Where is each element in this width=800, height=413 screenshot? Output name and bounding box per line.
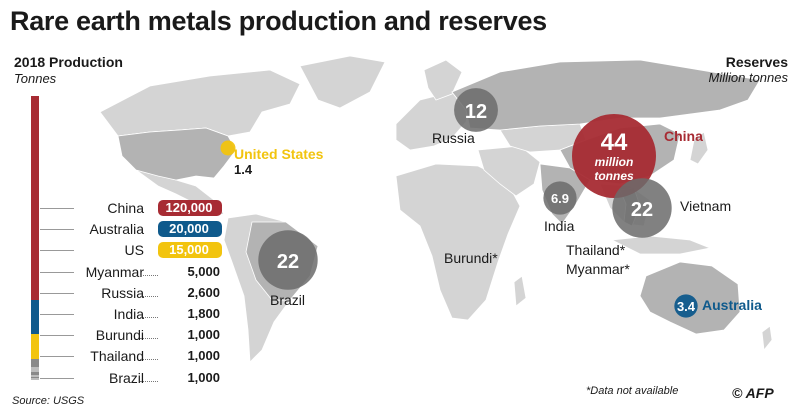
label-myanmar: Myanmar* <box>566 261 630 277</box>
production-unit: Tonnes <box>14 71 57 86</box>
page-title: Rare earth metals production and reserve… <box>10 6 547 36</box>
production-value: 1,000 <box>187 369 220 385</box>
label-united-states: United States <box>234 146 324 162</box>
reserve-unit-label: tonnes <box>594 169 634 183</box>
reserve-bubble-australia <box>674 294 698 318</box>
reserve-bubble-vietnam <box>612 178 672 238</box>
stack-segment-us <box>31 333 39 359</box>
dotted-leader <box>140 380 158 382</box>
leader-line <box>40 292 74 294</box>
africa-shape <box>395 163 521 321</box>
leader-line <box>40 208 74 209</box>
reserve-unit-label: million <box>595 155 634 169</box>
production-heading: 2018 Production <box>14 54 123 70</box>
dotted-leader <box>140 338 158 340</box>
production-row: Myanmar 5,000 <box>40 262 230 282</box>
reserve-value-label: 3.4 <box>677 299 696 314</box>
production-value: 2,600 <box>187 284 220 300</box>
leader-line <box>40 377 74 379</box>
production-row: Brazil 1,000 <box>40 368 230 388</box>
dotted-leader <box>140 295 158 297</box>
leader-line <box>40 250 74 252</box>
production-value: 1,000 <box>187 348 220 364</box>
production-row: Australia 20,000 <box>40 219 230 239</box>
reserve-value-label: 22 <box>631 199 653 221</box>
new-zealand-shape <box>761 325 773 352</box>
usa-highlight <box>117 127 237 181</box>
stack-segment-myanmar <box>31 358 39 368</box>
label-united-states-value: 1.4 <box>234 162 253 177</box>
dotted-leader <box>140 359 158 361</box>
production-row: Burundi 1,000 <box>40 325 230 345</box>
indonesia-shape <box>610 235 712 255</box>
source-note: Source: USGS <box>12 395 85 407</box>
production-value: 5,000 <box>187 263 220 279</box>
stack-segment-india <box>31 371 39 375</box>
production-row: Russia 2,600 <box>40 283 230 303</box>
scandinavia-shape <box>423 59 463 101</box>
leader-line <box>40 314 74 315</box>
reserve-value-label: 44 <box>601 129 628 156</box>
production-country: Myanmar <box>85 263 144 280</box>
label-thailand: Thailand* <box>566 242 626 258</box>
stack-segment-thailand <box>31 376 39 379</box>
dotted-leader <box>140 274 158 276</box>
production-value: 120,000 <box>158 200 222 216</box>
production-country: US <box>124 242 144 259</box>
stack-segment-australia <box>31 299 39 334</box>
reserves-heading: Reserves <box>725 54 788 70</box>
production-country: Thailand <box>90 348 144 365</box>
credit-logo: © AFP <box>732 385 774 401</box>
stack-segment-russia <box>31 367 39 372</box>
japan-shape <box>689 131 709 165</box>
reserve-value-label: 6.9 <box>551 191 569 206</box>
leader-line <box>40 356 74 358</box>
reserve-bubble-united-states <box>220 140 236 156</box>
production-country: Russia <box>101 284 144 301</box>
production-value: 1,000 <box>187 327 220 343</box>
reserve-bubble-china <box>572 114 656 198</box>
label-vietnam: Vietnam <box>680 198 732 214</box>
stack-segment-china <box>31 96 39 300</box>
footnote: *Data not available <box>586 385 679 397</box>
leader-line <box>40 271 74 273</box>
production-stacked-bar <box>31 96 39 380</box>
label-brazil: Brazil <box>270 292 306 308</box>
production-country: India <box>113 306 144 322</box>
label-australia: Australia <box>702 297 762 313</box>
label-india: India <box>544 218 575 234</box>
label-russia: Russia <box>432 130 475 146</box>
madagascar-shape <box>513 275 527 307</box>
leader-line <box>40 229 74 231</box>
reserve-bubble-brazil <box>258 230 318 290</box>
production-value: 15,000 <box>158 242 222 259</box>
reserve-value-label: 12 <box>465 101 487 123</box>
production-value: 20,000 <box>158 221 222 238</box>
label-china: China <box>664 128 703 144</box>
production-country: China <box>107 200 144 216</box>
production-country: Burundi <box>95 327 144 344</box>
reserves-unit: Million tonnes <box>708 70 789 85</box>
russia-highlight <box>451 59 761 131</box>
production-row: India 1,800 <box>40 304 230 324</box>
leader-line <box>40 335 74 337</box>
production-value: 1,800 <box>187 306 220 321</box>
production-country: Australia <box>89 221 144 238</box>
stack-segment-burundi <box>31 374 39 377</box>
greenland-shape <box>299 55 386 109</box>
production-country: Brazil <box>108 369 144 386</box>
dotted-leader <box>140 317 158 318</box>
production-row: Thailand 1,000 <box>40 346 230 366</box>
canada-shape <box>99 69 301 137</box>
reserve-bubble-india <box>543 181 577 215</box>
reserve-value-label: 22 <box>277 251 299 273</box>
production-row: China 120,000 <box>40 198 230 218</box>
label-burundi: Burundi* <box>444 250 498 266</box>
stack-segment-brazil <box>31 378 39 380</box>
reserve-bubble-russia <box>454 88 498 132</box>
production-row: US 15,000 <box>40 240 230 260</box>
